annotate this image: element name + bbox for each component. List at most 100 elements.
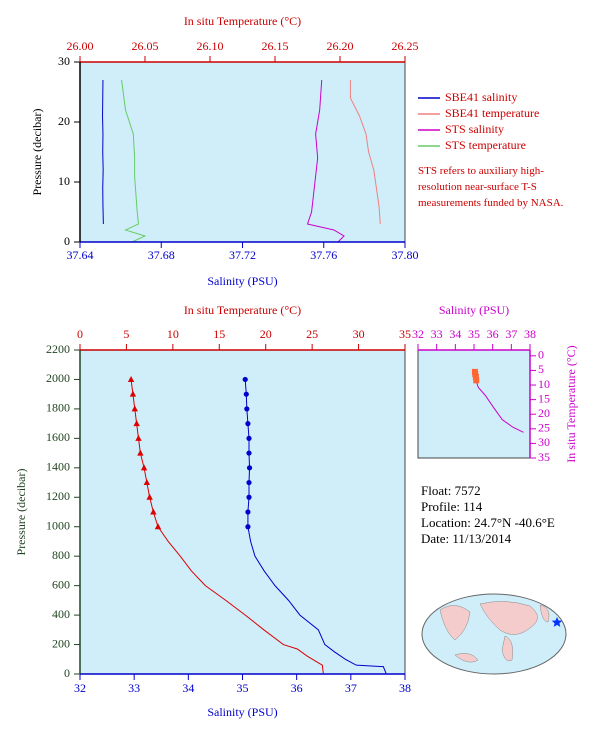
point xyxy=(131,405,138,412)
x-tick-label: 37 xyxy=(505,327,517,341)
point xyxy=(245,421,251,427)
y-tick-label: 600 xyxy=(52,577,70,591)
y-tick-label: 0 xyxy=(538,348,544,362)
x-tick-label: 33 xyxy=(431,327,443,341)
x2-tick-label: 26.05 xyxy=(132,39,159,53)
point xyxy=(146,493,153,500)
y-tick-label: 20 xyxy=(58,114,70,128)
x2-tick-label: 0 xyxy=(77,327,83,341)
point xyxy=(243,391,249,397)
y-tick-label: 1400 xyxy=(46,460,70,474)
point xyxy=(135,434,142,441)
point xyxy=(246,435,252,441)
y-tick-label: 1000 xyxy=(46,518,70,532)
legend-label: STS salinity xyxy=(445,122,504,136)
y-tick-label: 1800 xyxy=(46,401,70,415)
y-tick-label: 0 xyxy=(64,666,70,680)
y-tick-label: 5 xyxy=(538,362,544,376)
series-line xyxy=(247,526,387,674)
x2-tick-label: 25 xyxy=(306,327,318,341)
series-line xyxy=(306,79,345,243)
x-tick-label: 36 xyxy=(487,327,499,341)
point xyxy=(245,524,251,530)
x2-axis-title: In situ Temperature (°C) xyxy=(184,14,301,28)
x2-tick-label: 35 xyxy=(399,327,411,341)
x-tick-label: 35 xyxy=(468,327,480,341)
point xyxy=(246,465,253,471)
x2-tick-label: 26.15 xyxy=(262,39,289,53)
point xyxy=(150,508,157,515)
y-tick-label: 800 xyxy=(52,548,70,562)
y-axis-title: Pressure (decibar) xyxy=(14,469,28,556)
y-tick-label: 20 xyxy=(538,406,550,420)
date-info: Date: 11/13/2014 xyxy=(421,531,512,546)
y-tick-label: 15 xyxy=(538,391,550,405)
y-tick-label: 2200 xyxy=(46,342,70,356)
point xyxy=(246,450,252,456)
x-tick-label: 34 xyxy=(449,327,461,341)
x-tick-label: 38 xyxy=(524,327,536,341)
plot-area xyxy=(80,350,405,674)
x2-tick-label: 26.00 xyxy=(67,39,94,53)
y-tick-label: 200 xyxy=(52,636,70,650)
x2-tick-label: 26.20 xyxy=(327,39,354,53)
legend-label: STS temperature xyxy=(445,138,526,152)
x-tick-label: 37.72 xyxy=(229,248,256,262)
point xyxy=(245,509,251,515)
x-tick-label: 36 xyxy=(291,681,303,695)
series-line xyxy=(349,80,381,225)
point xyxy=(472,373,479,380)
y-axis-title: Pressure (decibar) xyxy=(30,109,44,196)
y-tick-label: 30 xyxy=(538,435,550,449)
x-tick-label: 34 xyxy=(182,681,194,695)
y-tick-label: 0 xyxy=(64,234,70,248)
chart: 37.64 37.68 37.72 37.76 37.80 Salinity (PSU) 2… xyxy=(30,14,540,288)
point xyxy=(246,494,252,500)
x-tick-label: 37.64 xyxy=(67,248,94,262)
x2-tick-label: 26.10 xyxy=(197,39,224,53)
y-tick-label: 10 xyxy=(58,174,70,188)
point xyxy=(137,449,144,456)
y-tick-label: 1200 xyxy=(46,489,70,503)
point xyxy=(133,420,140,427)
x-tick-label: 37.76 xyxy=(310,248,337,262)
point xyxy=(246,479,252,486)
y-tick-label: 30 xyxy=(58,54,70,68)
x-axis-title: Salinity (PSU) xyxy=(207,274,277,288)
point xyxy=(242,376,248,383)
series-line xyxy=(102,79,104,225)
point xyxy=(244,406,250,412)
plot-area xyxy=(80,62,405,242)
series-line xyxy=(121,79,147,243)
y-tick-label: 25 xyxy=(538,421,550,435)
location-info: Location: 24.7°N -40.6°E xyxy=(421,515,555,530)
point xyxy=(473,377,480,384)
point xyxy=(127,375,135,382)
x-axis-title: Salinity (PSU) xyxy=(207,705,277,719)
legend-label: SBE41 temperature xyxy=(445,106,539,120)
x2-tick-label: 15 xyxy=(213,327,225,341)
x-tick-label: 37 xyxy=(345,681,357,695)
x2-tick-label: 26.25 xyxy=(392,39,419,53)
world-map xyxy=(421,593,567,675)
note: STS refers to auxiliary high-resolution … xyxy=(418,165,564,209)
x2-tick-label: 30 xyxy=(353,327,365,341)
point xyxy=(143,479,151,486)
x-tick-label: 38 xyxy=(399,681,411,695)
series-line xyxy=(157,526,324,674)
float-info: Float: 7572 xyxy=(421,483,481,498)
y-tick-label: 10 xyxy=(538,377,550,391)
y-tick-label: 2000 xyxy=(46,371,70,385)
x2-tick-label: 20 xyxy=(260,327,272,341)
x-axis-title: Salinity (PSU) xyxy=(439,303,509,317)
point xyxy=(129,390,137,397)
y-tick-label: 1600 xyxy=(46,430,70,444)
y-axis-title: In situ Temperature (°C) xyxy=(564,345,578,462)
legend-label: SBE41 salinity xyxy=(445,90,517,104)
x-tick-label: 32 xyxy=(74,681,86,695)
profile-info: Profile: 114 xyxy=(421,499,483,514)
